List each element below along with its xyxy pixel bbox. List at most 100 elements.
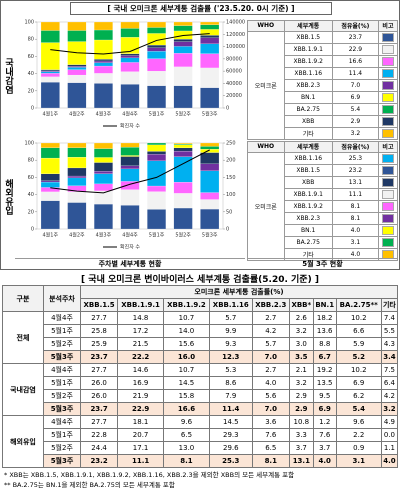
lineage: 기타	[283, 247, 333, 261]
bar-segment	[40, 21, 60, 31]
swatch-cell	[377, 54, 399, 68]
week: 5월1주	[43, 428, 81, 442]
cell: 6.6	[335, 324, 382, 338]
week: 5월3주	[43, 350, 81, 364]
column-header: 비고	[377, 141, 399, 153]
cell: 11.1	[117, 454, 165, 468]
cell: 10.7	[163, 363, 210, 377]
bar-segment	[200, 149, 220, 153]
bar-segment	[173, 46, 193, 54]
group-name: 해외유입	[2, 415, 44, 468]
bar-segment	[147, 71, 166, 86]
cell: 9.3	[208, 337, 253, 351]
cell: 5.7	[251, 337, 290, 351]
week: 5월1주	[43, 324, 81, 338]
bar-segment	[67, 167, 87, 177]
swatch-cell	[377, 90, 399, 104]
share-row: BN.1 6.9	[248, 90, 399, 104]
cell: 23.2	[79, 454, 119, 468]
cell: 10.2	[335, 363, 382, 377]
bar-segment	[40, 142, 60, 148]
y-tick-label: 80	[28, 158, 34, 164]
bar-segment	[147, 154, 166, 161]
cell: 6.9	[335, 376, 382, 390]
x-tick-label: 4월4주	[122, 232, 138, 239]
cell: 6.4	[380, 376, 399, 390]
y2-tick-label: 80000	[226, 56, 242, 62]
cell: 21.9	[117, 389, 165, 403]
week: 5월2주	[43, 337, 81, 351]
cell: 29.3	[208, 428, 253, 442]
bar-segment	[173, 207, 193, 230]
detection-table: 구분 분석주차 오미크론 세부계통 검출률(%) XBB.1.5 XBB.1.9.1 XB…	[2, 285, 399, 468]
share: 2.9	[331, 114, 379, 128]
lineage: XBB.2.3	[283, 211, 333, 225]
bar-segment	[147, 191, 166, 210]
swatch-cell	[377, 151, 399, 165]
cell: 6.9	[312, 402, 337, 416]
bar-segment	[67, 67, 87, 70]
column-header: 비고	[377, 20, 399, 32]
column-header: 세부계통	[283, 20, 333, 32]
share-row: XBB.1.5 23.2	[248, 163, 399, 177]
bar-segment	[94, 73, 113, 84]
bar-segment	[173, 147, 193, 152]
cell: 4.2	[380, 389, 399, 403]
swatch-cell	[377, 114, 399, 128]
bar-segment	[173, 25, 193, 32]
case-line	[50, 149, 210, 194]
swatch	[381, 237, 394, 247]
cell: 5.6	[251, 389, 290, 403]
cell: 15.6	[163, 337, 210, 351]
bar-segment	[200, 37, 220, 44]
bar-segment	[147, 151, 166, 155]
cell: 2.6	[288, 311, 314, 325]
bar-segment	[200, 21, 220, 25]
cell: 9.6	[163, 415, 210, 429]
x-tick-label: 5월1주	[149, 232, 165, 239]
group-name: 국내감염	[2, 363, 44, 416]
share: 6.9	[331, 90, 379, 104]
bar-segment	[147, 85, 166, 109]
y-tick-label: 100	[24, 141, 34, 147]
bar-segment	[147, 58, 166, 72]
cell: 7.4	[380, 311, 399, 325]
x-tick-label: 4월2주	[69, 232, 85, 239]
column-header: XBB.1.9.1	[117, 298, 165, 312]
who-cell: 오미크론	[247, 30, 285, 140]
y2-tick-label: 120000	[226, 32, 245, 38]
y2-tick-label: 0	[226, 106, 229, 112]
bar-segment	[40, 69, 60, 72]
swatch-cell	[377, 211, 399, 225]
share: 4.0	[331, 223, 379, 237]
legend-label: 확진자 수	[120, 123, 140, 130]
lineage: BN.1	[283, 90, 333, 104]
share-row: XBB.1.9.1 11.1	[248, 187, 399, 201]
cell: 9.9	[208, 324, 253, 338]
swatch	[381, 225, 394, 235]
share-row: 오미크론 XBB.1.5 23.7	[247, 30, 399, 140]
y2-tick-label: 40000	[226, 81, 242, 87]
week: 5월1주	[43, 376, 81, 390]
cell: 7.5	[380, 363, 399, 377]
cell: 5.2	[335, 350, 382, 364]
cell: 6.5	[163, 428, 210, 442]
bar-segment	[200, 67, 220, 88]
bar-segment	[40, 147, 60, 159]
table-row: 5월1주 25.8 17.2 14.0 9.9 4.2 3.2 13.6 6.6 5.5	[3, 324, 399, 338]
cell: 10.8	[288, 415, 314, 429]
cell: 22.9	[117, 402, 165, 416]
cell: 21.5	[117, 337, 165, 351]
cell: 5.7	[208, 311, 253, 325]
case-line	[50, 33, 210, 55]
bar-segment	[173, 41, 193, 47]
bar-segment	[94, 60, 113, 63]
bar-segment	[173, 144, 193, 149]
bar-segment	[120, 142, 140, 148]
cell: 29.6	[208, 441, 253, 455]
cell: 3.6	[251, 415, 290, 429]
panel-label: 국내감염	[3, 57, 13, 94]
cell: 14.5	[163, 376, 210, 390]
table-row: 전체 4월4주 27.7 14.8 10.7 5.7 2.7 2.6 18.2 10.2 7.4	[2, 311, 399, 364]
share: 8.1	[331, 199, 379, 213]
